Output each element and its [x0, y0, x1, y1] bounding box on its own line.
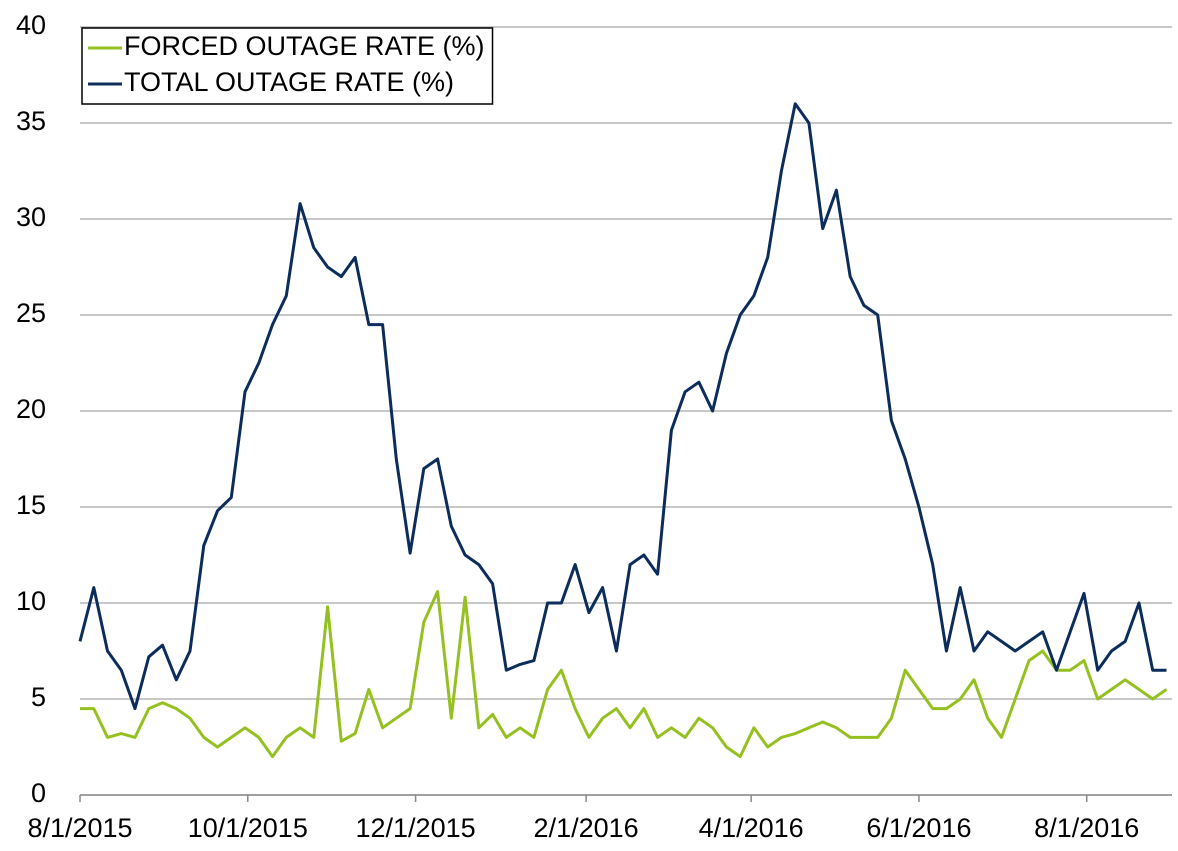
y-tick-label: 5: [31, 682, 46, 712]
legend: FORCED OUTAGE RATE (%) TOTAL OUTAGE RATE …: [81, 27, 494, 105]
x-tick-label: 8/1/2015: [27, 813, 132, 843]
y-tick-label: 25: [16, 298, 46, 328]
legend-label: FORCED OUTAGE RATE (%): [124, 31, 485, 61]
x-tick-label: 8/1/2016: [1034, 813, 1139, 843]
y-tick-label: 10: [16, 586, 46, 616]
x-tick-label: 2/1/2016: [534, 813, 639, 843]
x-tick-label: 12/1/2015: [356, 813, 476, 843]
legend-label: TOTAL OUTAGE RATE (%): [124, 67, 454, 97]
legend-box: [81, 27, 494, 105]
y-tick-label: 15: [16, 490, 46, 520]
x-tick-label: 10/1/2015: [188, 813, 308, 843]
y-tick-label: 35: [16, 106, 46, 136]
y-tick-label: 0: [31, 778, 46, 808]
y-tick-label: 20: [16, 394, 46, 424]
series-line: [80, 590, 1168, 759]
x-tick-label: 4/1/2016: [699, 813, 804, 843]
y-tick-label: 30: [16, 202, 46, 232]
y-tick-label: 40: [16, 10, 46, 40]
x-tick-label: 6/1/2016: [866, 813, 971, 843]
series-line: [78, 102, 1167, 711]
